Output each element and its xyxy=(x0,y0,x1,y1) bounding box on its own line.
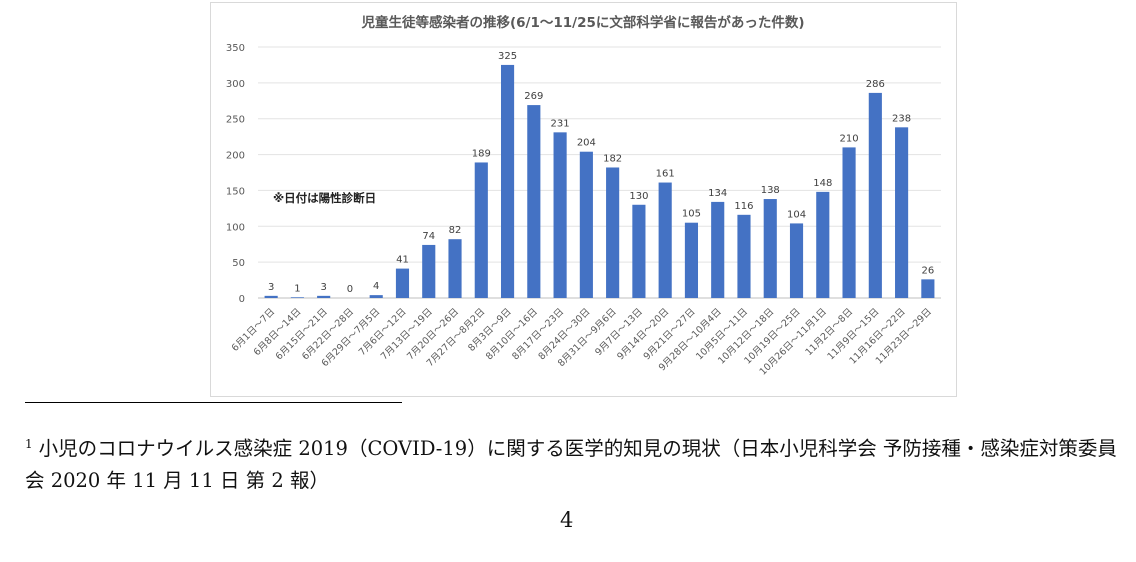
chart-container: 児童生徒等感染者の推移(6/1～11/25に文部科学省に報告があった件数) 0 50… xyxy=(210,2,957,397)
data-label: 231 xyxy=(551,118,570,129)
bar xyxy=(527,105,541,299)
y-tick-label: 200 xyxy=(226,151,245,162)
chart-annotation: ※日付は陽性診断日 xyxy=(273,191,376,205)
bar xyxy=(395,268,410,298)
data-label: 3 xyxy=(268,282,274,293)
bar xyxy=(264,295,278,298)
data-label: 189 xyxy=(472,148,491,159)
bar xyxy=(553,132,567,298)
data-label: 130 xyxy=(629,191,648,202)
data-label: 116 xyxy=(734,201,753,212)
data-label: 41 xyxy=(396,255,409,266)
data-label: 182 xyxy=(603,153,622,164)
footnote-divider xyxy=(25,402,402,403)
bar xyxy=(474,162,488,298)
bar xyxy=(422,244,436,298)
bar xyxy=(711,201,725,298)
bar xyxy=(842,147,856,298)
data-label: 4 xyxy=(373,281,379,292)
data-label: 210 xyxy=(840,133,859,144)
bar xyxy=(816,191,830,298)
bar xyxy=(763,199,777,298)
chart-title: 児童生徒等感染者の推移(6/1～11/25に文部科学省に報告があった件数) xyxy=(360,14,804,31)
data-label: 104 xyxy=(787,209,806,220)
data-label: 1 xyxy=(294,283,300,294)
page-number: 4 xyxy=(560,508,574,532)
data-label: 0 xyxy=(347,284,353,295)
data-label: 138 xyxy=(761,185,780,196)
y-tick-label: 50 xyxy=(232,258,245,269)
y-tick-label: 100 xyxy=(226,222,245,233)
data-label: 134 xyxy=(708,188,727,199)
bar xyxy=(895,127,909,298)
bar xyxy=(789,223,804,298)
data-label: 74 xyxy=(422,231,435,242)
data-label: 82 xyxy=(449,225,462,236)
data-label: 3 xyxy=(320,282,326,293)
bar xyxy=(684,222,699,298)
bar xyxy=(921,279,935,298)
bar xyxy=(632,204,646,298)
y-tick-label: 150 xyxy=(226,186,245,197)
data-label: 161 xyxy=(656,169,675,180)
bar xyxy=(606,167,620,298)
footnote-number: 1 xyxy=(25,437,33,451)
bar xyxy=(369,295,383,298)
data-label: 26 xyxy=(921,265,934,276)
data-label: 269 xyxy=(524,91,543,102)
bar xyxy=(658,182,672,298)
bar xyxy=(448,239,462,298)
footnote: 1 小児のコロナウイルス感染症 2019（COVID-19）に関する医学的知見の現… xyxy=(25,428,1125,497)
bar xyxy=(737,214,751,298)
bar xyxy=(579,151,593,298)
y-tick-label: 350 xyxy=(226,43,245,54)
footnote-text: 小児のコロナウイルス感染症 2019（COVID-19）に関する医学的知見の現状… xyxy=(25,437,1117,492)
bar xyxy=(868,92,882,298)
y-tick-label: 300 xyxy=(226,79,245,90)
y-tick-label: 250 xyxy=(226,115,245,126)
data-label: 325 xyxy=(498,51,517,62)
data-label: 286 xyxy=(866,79,885,90)
data-label: 105 xyxy=(682,209,701,220)
bar xyxy=(290,297,304,298)
bar xyxy=(317,295,331,298)
y-tick-label: 0 xyxy=(239,294,245,305)
data-label: 204 xyxy=(577,138,596,149)
data-label: 238 xyxy=(892,113,911,124)
bar-chart: 児童生徒等感染者の推移(6/1～11/25に文部科学省に報告があった件数) 0 50… xyxy=(226,14,941,378)
data-label: 148 xyxy=(813,178,832,189)
bar xyxy=(500,64,515,298)
